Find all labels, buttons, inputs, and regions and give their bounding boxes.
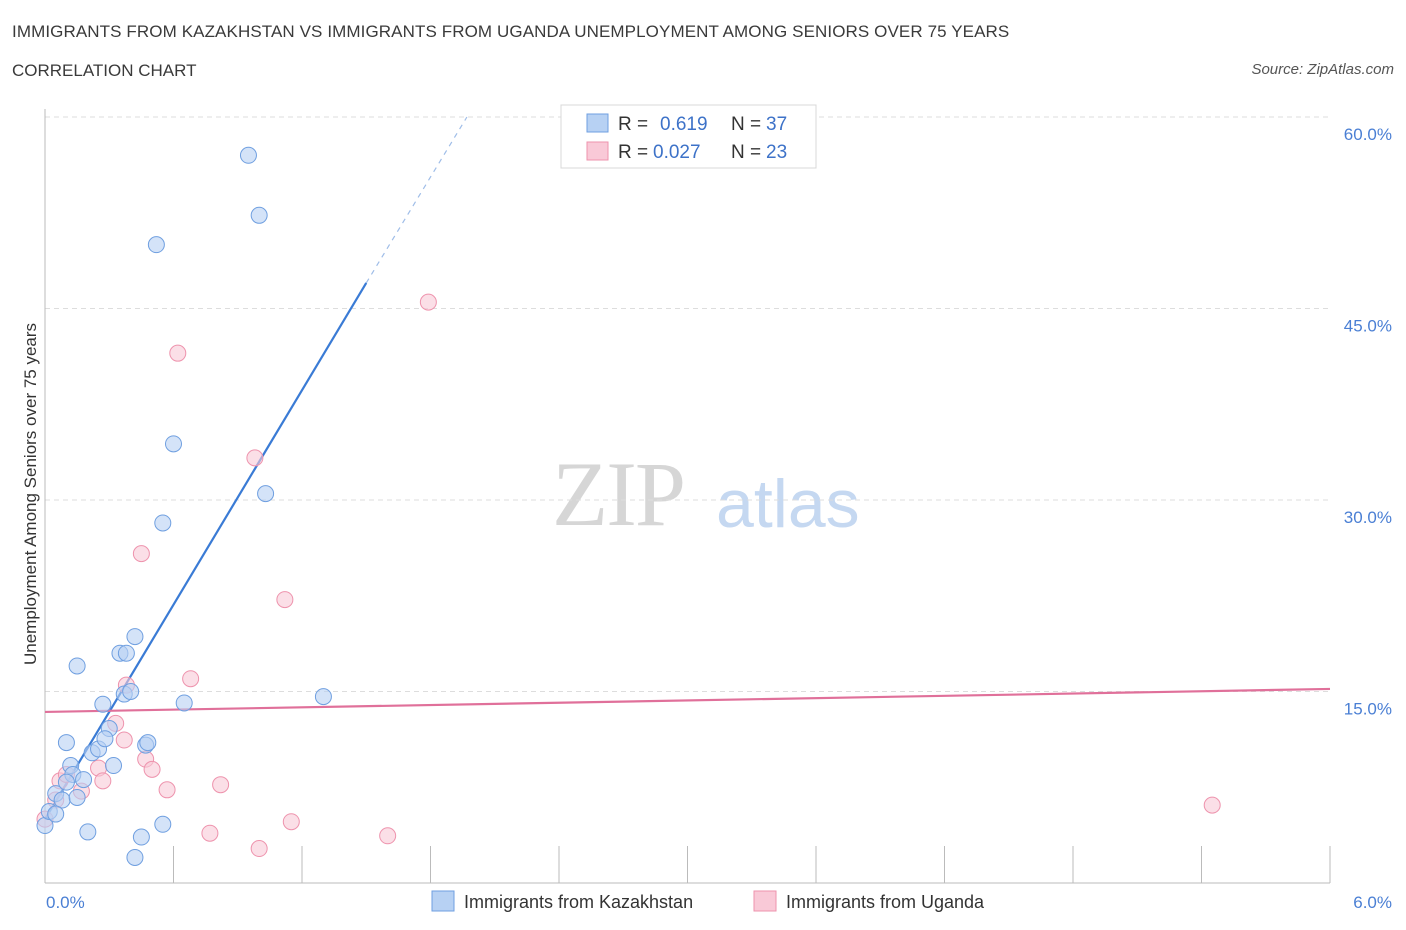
trend-line-uganda xyxy=(44,687,1331,714)
data-point-kazakhstan xyxy=(68,788,86,806)
data-point-kazakhstan xyxy=(96,730,114,748)
source-credit: Source: ZipAtlas.com xyxy=(1251,61,1394,78)
data-point-kazakhstan xyxy=(175,694,193,712)
data-point-uganda xyxy=(276,591,294,609)
trend-lines xyxy=(44,116,1331,820)
data-point-uganda xyxy=(115,731,133,749)
correlation-legend: R = 0.619 N = 37 R = 0.027 N = 23 xyxy=(560,104,817,169)
data-point-kazakhstan xyxy=(57,734,75,752)
gridlines xyxy=(45,116,1330,692)
data-point-uganda xyxy=(201,824,219,842)
y-tick-label: 30.0% xyxy=(1344,508,1392,527)
data-point-uganda xyxy=(169,344,187,362)
legend-r-value-uganda: 0.027 xyxy=(653,142,701,163)
legend-n-label: N = xyxy=(731,114,761,135)
chart-subtitle: CORRELATION CHART xyxy=(12,61,197,80)
data-point-kazakhstan xyxy=(57,773,75,791)
data-point-uganda xyxy=(212,776,230,794)
legend-swatch-uganda xyxy=(586,141,609,161)
data-point-kazakhstan xyxy=(250,206,268,224)
y-axis-label: Unemployment Among Seniors over 75 years xyxy=(21,323,40,665)
data-point-kazakhstan xyxy=(126,628,144,646)
watermark: ZIP atlas xyxy=(552,443,860,545)
y-tick-labels: 15.0% 30.0% 45.0% 60.0% xyxy=(1344,125,1392,719)
data-point-kazakhstan xyxy=(105,757,123,775)
data-point-kazakhstan xyxy=(147,236,165,254)
series-legend: Immigrants from Kazakhstan Immigrants fr… xyxy=(431,890,985,912)
trend-line-kazakhstan-extension xyxy=(365,116,468,284)
legend-r-label: R = xyxy=(618,142,648,163)
y-tick-label: 45.0% xyxy=(1344,317,1392,336)
data-point-uganda xyxy=(282,813,300,831)
data-point-kazakhstan xyxy=(239,146,257,164)
data-point-uganda xyxy=(94,772,112,790)
legend-swatch-kazakhstan xyxy=(586,113,609,133)
data-point-kazakhstan xyxy=(94,695,112,713)
legend-r-label: R = xyxy=(618,114,648,135)
series-label-uganda: Immigrants from Uganda xyxy=(786,892,985,912)
data-point-uganda xyxy=(182,670,200,688)
trend-line-kazakhstan xyxy=(44,282,368,820)
data-point-uganda xyxy=(1203,796,1221,814)
data-point-kazakhstan xyxy=(139,734,157,752)
legend-n-value-uganda: 23 xyxy=(766,142,787,163)
data-point-kazakhstan xyxy=(132,828,150,846)
watermark-atlas: atlas xyxy=(716,466,860,542)
watermark-zip: ZIP xyxy=(552,443,684,545)
data-point-kazakhstan xyxy=(165,435,182,453)
series-swatch-uganda xyxy=(753,890,777,912)
legend-n-value-kazakhstan: 37 xyxy=(766,114,787,135)
chart-title: IMMIGRANTS FROM KAZAKHSTAN VS IMMIGRANTS… xyxy=(12,22,1010,41)
data-point-kazakhstan xyxy=(68,657,86,675)
data-point-kazakhstan xyxy=(126,848,144,866)
y-tick-label: 60.0% xyxy=(1344,125,1392,144)
data-point-uganda xyxy=(158,781,176,799)
data-point-uganda xyxy=(250,840,268,858)
data-point-kazakhstan xyxy=(117,644,135,662)
series-label-kazakhstan: Immigrants from Kazakhstan xyxy=(464,892,693,912)
legend-n-label: N = xyxy=(731,142,761,163)
y-tick-label: 15.0% xyxy=(1344,700,1392,719)
data-point-kazakhstan xyxy=(47,805,65,823)
legend-r-value-kazakhstan: 0.619 xyxy=(660,114,708,135)
data-point-kazakhstan xyxy=(154,514,172,532)
data-point-uganda xyxy=(379,827,397,845)
data-point-uganda xyxy=(132,545,150,563)
series-swatch-kazakhstan xyxy=(431,890,455,912)
data-point-kazakhstan xyxy=(75,771,93,789)
data-point-kazakhstan xyxy=(122,683,140,700)
x-tick-label-min: 0.0% xyxy=(46,893,85,912)
data-point-uganda xyxy=(246,449,264,467)
data-point-kazakhstan xyxy=(154,815,172,833)
axes xyxy=(44,109,1331,884)
data-points xyxy=(36,146,1221,866)
data-point-uganda xyxy=(419,293,437,311)
data-point-kazakhstan xyxy=(314,688,332,706)
data-point-kazakhstan xyxy=(257,485,275,503)
data-point-uganda xyxy=(143,760,161,778)
x-tick-label-max: 6.0% xyxy=(1353,893,1392,912)
data-point-kazakhstan xyxy=(79,823,97,841)
